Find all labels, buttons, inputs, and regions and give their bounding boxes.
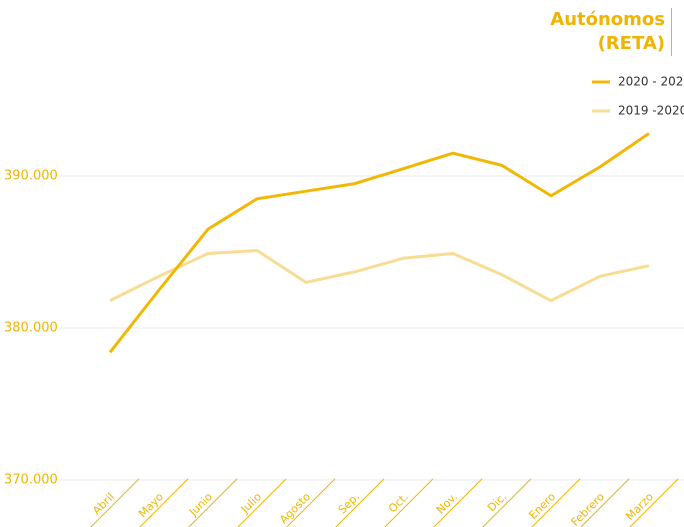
y-tick-label: 370.000 bbox=[4, 473, 58, 488]
x-tick-label: Sep. bbox=[336, 490, 362, 516]
x-tick-label: Agosto bbox=[277, 490, 313, 526]
x-tick: Nov. bbox=[429, 478, 483, 527]
x-tick-underline bbox=[380, 478, 434, 527]
x-tick: Junio bbox=[184, 478, 238, 527]
x-tick-label: Oct. bbox=[386, 490, 411, 515]
x-tick: Oct. bbox=[380, 478, 434, 527]
x-tick-underline bbox=[184, 478, 238, 527]
x-tick-underline bbox=[429, 478, 483, 527]
x-tick: Febrero bbox=[569, 478, 630, 527]
x-tick: Marzo bbox=[623, 478, 679, 527]
x-tick-underline bbox=[233, 478, 287, 527]
series-line bbox=[109, 248, 650, 303]
x-tick: Sep. bbox=[331, 478, 385, 527]
x-tick: Julio bbox=[233, 478, 287, 527]
x-tick-underline bbox=[331, 478, 385, 527]
x-tick-label: Abril bbox=[90, 490, 117, 517]
x-tick-underline bbox=[527, 478, 581, 527]
x-tick: Dic. bbox=[478, 478, 532, 527]
legend-label: 2019 -2020 bbox=[618, 104, 684, 118]
x-tick-label: Nov. bbox=[434, 490, 460, 516]
x-tick-underline bbox=[282, 478, 336, 527]
x-tick-label: Marzo bbox=[623, 490, 656, 523]
x-tick: Mayo bbox=[135, 478, 189, 527]
chart-title: Autónomos (RETA) bbox=[535, 8, 672, 56]
y-tick-label: 380.000 bbox=[4, 321, 58, 336]
x-tick: Abril bbox=[86, 478, 140, 527]
legend-label: 2020 - 2021 bbox=[618, 75, 684, 89]
series-line bbox=[108, 132, 650, 354]
x-tick: Agosto bbox=[277, 478, 336, 527]
y-tick-label: 390.000 bbox=[4, 169, 58, 184]
x-tick-underline bbox=[478, 478, 532, 527]
x-tick-label: Febrero bbox=[569, 490, 608, 527]
x-tick-label: Julio bbox=[238, 490, 264, 516]
x-tick-label: Dic. bbox=[485, 490, 509, 514]
x-tick-underline bbox=[86, 478, 140, 527]
x-tick-underline bbox=[135, 478, 189, 527]
x-tick-underline bbox=[576, 478, 630, 527]
x-tick-underline bbox=[625, 478, 679, 527]
